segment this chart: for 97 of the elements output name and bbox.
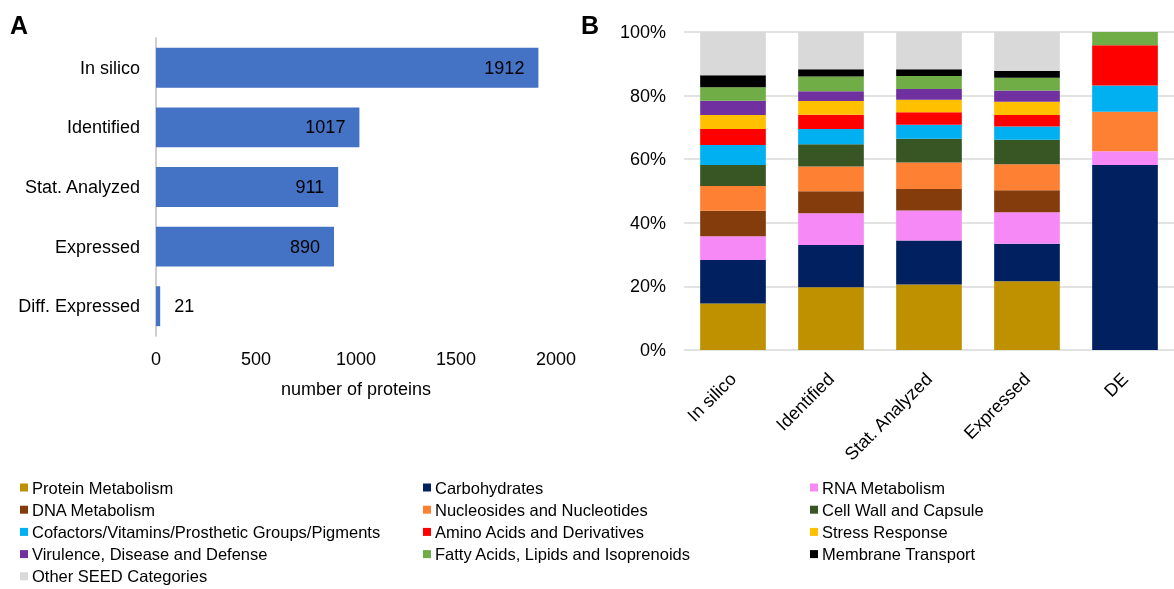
y-tick-label: 80%	[629, 85, 666, 106]
x-tick-label: 0	[150, 349, 162, 369]
bar	[798, 91, 864, 102]
y-tick-label: Identified	[66, 117, 140, 138]
bar	[896, 88, 962, 100]
bar	[700, 260, 766, 304]
legend-label: Stress Response	[822, 522, 948, 541]
bar	[896, 99, 962, 113]
data-label: 1912	[484, 57, 525, 78]
bar	[896, 138, 962, 163]
data-label: 911	[295, 177, 325, 197]
bar	[798, 144, 864, 167]
x-axis-title: number of proteins	[280, 379, 432, 399]
bar	[896, 75, 962, 89]
legend-label: RNA Metabolism	[822, 478, 945, 497]
bar	[896, 162, 962, 190]
bar	[700, 128, 766, 145]
legend-label: Protein Metabolism	[32, 478, 174, 497]
bar	[798, 287, 864, 350]
legend-label: Virulence, Disease and Defense	[32, 545, 268, 564]
x-tick-label: 1500	[435, 349, 477, 369]
bar	[700, 144, 766, 165]
bar	[798, 191, 864, 214]
y-tick-label: Diff. Expressed	[18, 296, 140, 317]
bar	[896, 240, 962, 285]
bar	[994, 71, 1060, 78]
bar	[1092, 85, 1158, 112]
bar	[994, 281, 1060, 350]
bar	[700, 87, 766, 101]
data-label: 21	[174, 296, 195, 317]
bar	[700, 75, 766, 88]
bar	[994, 126, 1060, 140]
bar	[1092, 151, 1158, 165]
x-tick-label: 2000	[535, 349, 577, 369]
bar	[798, 213, 864, 246]
chart-title: B	[581, 10, 600, 39]
legend-label: Fatty Acids, Lipids and Isoprenoids	[435, 545, 690, 564]
legend-label: Membrane Transport	[822, 545, 976, 564]
bar	[896, 124, 962, 139]
bar	[994, 90, 1060, 102]
x-tick-label: 500	[240, 349, 272, 369]
data-label: 1017	[305, 117, 346, 138]
bar	[896, 112, 962, 125]
bar	[896, 69, 962, 76]
bar	[896, 210, 962, 241]
bar	[700, 164, 766, 186]
y-tick-label: 60%	[629, 149, 666, 170]
bar	[700, 210, 766, 237]
y-tick-label: Expressed	[54, 236, 140, 257]
y-tick-label: 0%	[639, 340, 666, 360]
bar	[700, 303, 766, 350]
bar	[1092, 45, 1158, 86]
bar	[156, 226, 334, 267]
legend-label: Other SEED Categories	[32, 567, 208, 586]
bar	[798, 76, 864, 92]
bar	[994, 139, 1060, 165]
bar	[1092, 111, 1158, 152]
x-tick-label: 1000	[335, 349, 377, 369]
data-label: 890	[289, 236, 320, 257]
y-tick-label: 100%	[619, 22, 666, 42]
bar	[798, 101, 864, 115]
legend-label: Carbohydrates	[435, 478, 544, 497]
bar	[156, 107, 360, 148]
bar	[994, 164, 1060, 191]
legend-label: Nucleosides and Nucleotides	[435, 500, 648, 519]
bar	[1092, 32, 1158, 46]
legend-label: DNA Metabolism	[32, 500, 155, 519]
y-tick-label: 40%	[629, 212, 666, 233]
bar	[994, 101, 1060, 115]
legend-label: Amino Acids and Derivatives	[435, 522, 645, 541]
bar	[700, 185, 766, 211]
bar	[700, 100, 766, 115]
bar	[994, 115, 1060, 127]
bar	[994, 212, 1060, 244]
bar	[994, 243, 1060, 282]
bar	[798, 114, 864, 129]
x-tick-label: DE	[1100, 368, 1133, 401]
bar	[798, 166, 864, 192]
bar	[700, 115, 766, 129]
bar	[700, 236, 766, 261]
bar	[798, 128, 864, 145]
bar	[156, 286, 161, 327]
bar	[896, 284, 962, 350]
bar	[994, 190, 1060, 213]
bar	[156, 167, 339, 207]
y-tick-label: In silico	[79, 57, 140, 78]
y-tick-label: Stat. Analyzed	[24, 177, 140, 197]
chart-title: A	[10, 10, 29, 39]
legend-label: Cofactors/Vitamins/Prosthetic Groups/Pigments	[32, 522, 381, 541]
bar	[896, 189, 962, 211]
bar	[156, 47, 539, 88]
bar	[798, 245, 864, 288]
legend-label: Cell Wall and Capsule	[822, 500, 984, 519]
y-tick-label: 20%	[629, 276, 666, 297]
bar	[1092, 164, 1158, 350]
bar	[994, 77, 1060, 91]
bar	[798, 69, 864, 77]
